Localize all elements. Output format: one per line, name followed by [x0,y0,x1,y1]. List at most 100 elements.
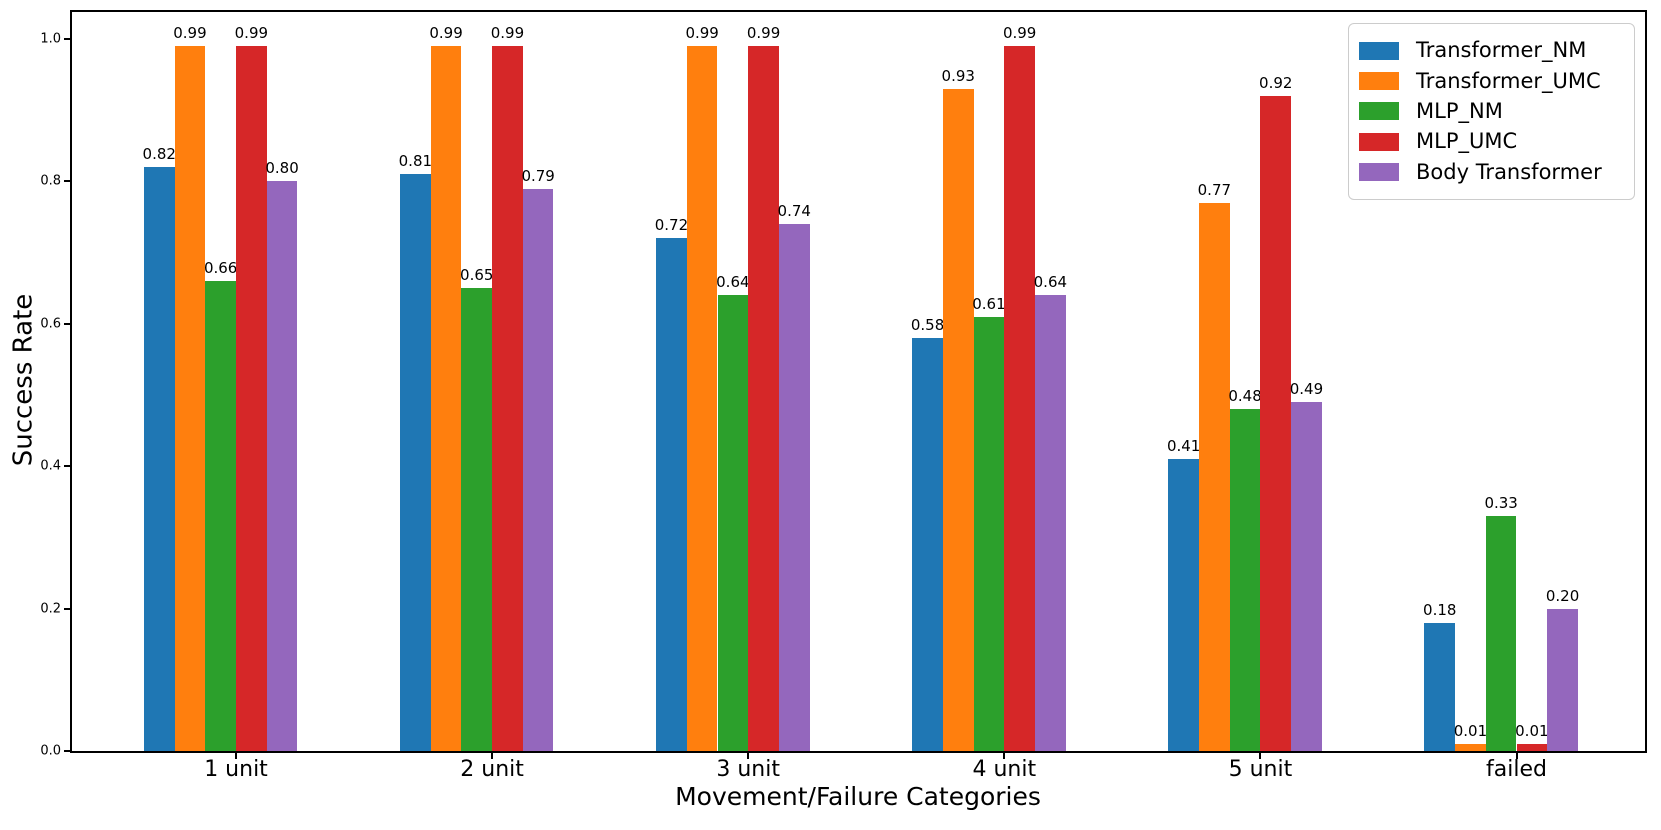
x-tick-label-4-unit: 4 unit [972,757,1037,782]
bar-transformer-umc-failed [1455,743,1486,751]
bar-value-label-transformer-nm-5-unit: 0.41 [1166,437,1201,456]
bar-mlp-nm-4-unit [973,316,1005,751]
legend-label-mlp-nm: MLP_NM [1416,98,1503,123]
y-tick-mark-0.2 [64,607,70,610]
legend-label-body-transformer: Body Transformer [1416,159,1602,184]
bar-value-label-transformer-umc-5-unit: 0.77 [1197,180,1232,199]
bar-value-label-mlp-umc-1-unit: 0.99 [234,24,269,43]
bar-value-label-transformer-umc-1-unit: 0.99 [173,24,207,43]
bar-transformer-nm-4-unit [912,338,943,751]
legend-label-transformer-umc: Transformer_UMC [1416,68,1601,93]
x-tick-label-1-unit: 1 unit [204,757,268,782]
bar-transformer-umc-3-unit [686,46,718,751]
x-tick-mark-3-unit [747,753,750,759]
bar-value-label-body-transformer-4-unit: 0.64 [1033,273,1068,292]
bar-value-label-transformer-umc-2-unit: 0.99 [429,24,463,43]
bar-mlp-umc-4-unit [1004,46,1035,751]
legend-swatch-transformer-nm [1359,41,1399,60]
bar-body-transformer-5-unit [1291,402,1322,751]
bar-value-label-transformer-nm-failed: 0.18 [1423,600,1457,619]
bar-mlp-umc-1-unit [236,46,267,751]
bar-body-transformer-3-unit [778,224,810,751]
y-tick-label-1.0: 1.0 [40,31,61,47]
bar-mlp-umc-5-unit [1260,95,1292,751]
bar-mlp-nm-2-unit [461,288,493,751]
bar-transformer-umc-4-unit [942,88,974,751]
bar-mlp-umc-2-unit [492,46,523,751]
y-tick-label-0.0: 0.0 [40,743,61,759]
bar-transformer-nm-failed [1424,622,1456,751]
bar-value-label-body-transformer-3-unit: 0.74 [777,202,811,221]
bar-value-label-mlp-nm-failed: 0.33 [1484,494,1518,513]
bar-mlp-nm-5-unit [1229,409,1261,751]
legend-label-transformer-nm: Transformer_NM [1416,38,1587,63]
legend: Transformer_NM Transformer_UMC MLP_NM MLP_U… [1348,23,1635,200]
bar-mlp-nm-1-unit [205,281,236,751]
bar-value-label-mlp-umc-5-unit: 0.92 [1259,73,1293,92]
bar-value-label-mlp-umc-failed: 0.01 [1515,721,1549,740]
bar-transformer-umc-5-unit [1199,202,1230,751]
bar-mlp-nm-failed [1485,516,1517,751]
bar-value-label-transformer-nm-4-unit: 0.58 [910,316,945,335]
bar-value-label-transformer-umc-4-unit: 0.93 [941,66,975,85]
y-tick-mark-0.8 [64,180,70,183]
legend-item-body-transformer: Body Transformer [1359,159,1624,184]
legend-item-transformer-umc: Transformer_UMC [1359,68,1624,93]
bar-transformer-umc-1-unit [174,46,206,751]
bar-mlp-umc-3-unit [748,46,779,751]
bar-value-label-mlp-umc-4-unit: 0.99 [1002,24,1037,43]
x-tick-mark-1-unit [235,753,237,759]
x-tick-label-failed: failed [1486,757,1547,782]
y-tick-label-0.4: 0.4 [40,458,61,474]
bar-value-label-body-transformer-failed: 0.20 [1545,586,1580,605]
y-axis-label: Success Rate [8,293,39,467]
y-tick-label-0.2: 0.2 [40,601,61,617]
bar-value-label-mlp-nm-3-unit: 0.64 [716,273,750,292]
bar-value-label-body-transformer-1-unit: 0.80 [265,159,299,178]
bar-value-label-mlp-nm-5-unit: 0.48 [1228,387,1262,406]
bar-body-transformer-2-unit [522,188,554,751]
bar-transformer-nm-3-unit [656,238,687,751]
bar-value-label-body-transformer-2-unit: 0.79 [521,166,555,185]
x-tick-label-2-unit: 2 unit [460,757,524,782]
bar-value-label-transformer-nm-2-unit: 0.81 [398,152,433,171]
y-tick-mark-0.0 [64,750,70,752]
bar-value-label-transformer-nm-3-unit: 0.72 [654,216,689,235]
bar-transformer-nm-1-unit [143,167,175,751]
x-axis-label: Movement/Failure Categories [675,782,1041,811]
x-tick-mark-5-unit [1259,753,1262,759]
x-tick-mark-2-unit [491,753,494,759]
y-tick-mark-0.4 [64,465,70,468]
bar-value-label-mlp-umc-2-unit: 0.99 [490,24,525,43]
bar-value-label-body-transformer-5-unit: 0.49 [1289,380,1324,399]
bar-value-label-mlp-nm-4-unit: 0.61 [972,294,1006,313]
legend-item-mlp-nm: MLP_NM [1359,98,1624,123]
bar-transformer-umc-2-unit [430,46,462,751]
legend-swatch-body-transformer [1359,163,1399,182]
bar-value-label-transformer-umc-3-unit: 0.99 [685,24,719,43]
bar-value-label-mlp-nm-1-unit: 0.66 [203,259,238,278]
bar-transformer-nm-2-unit [400,174,431,751]
legend-item-transformer-nm: Transformer_NM [1359,40,1624,61]
bar-value-label-mlp-umc-3-unit: 0.99 [746,24,781,43]
legend-swatch-mlp-umc [1359,132,1399,151]
bar-value-label-transformer-umc-failed: 0.01 [1453,721,1488,740]
y-tick-label-0.6: 0.6 [40,316,61,332]
y-tick-mark-1.0 [64,38,70,40]
x-tick-mark-4-unit [1003,753,1006,759]
bar-mlp-nm-3-unit [717,295,749,751]
bar-body-transformer-failed [1547,608,1578,751]
x-tick-label-5-unit: 5 unit [1228,757,1293,782]
bar-body-transformer-4-unit [1035,295,1066,751]
y-tick-label-0.8: 0.8 [40,173,61,189]
x-tick-mark-failed [1515,753,1518,759]
bar-mlp-umc-failed [1516,743,1548,751]
legend-swatch-transformer-umc [1359,72,1399,91]
bar-value-label-transformer-nm-1-unit: 0.82 [142,145,176,164]
legend-item-mlp-umc: MLP_UMC [1359,131,1624,152]
legend-swatch-mlp-nm [1359,102,1399,121]
bar-transformer-nm-5-unit [1168,459,1199,751]
x-tick-label-3-unit: 3 unit [716,757,780,782]
legend-label-mlp-umc: MLP_UMC [1416,129,1518,154]
